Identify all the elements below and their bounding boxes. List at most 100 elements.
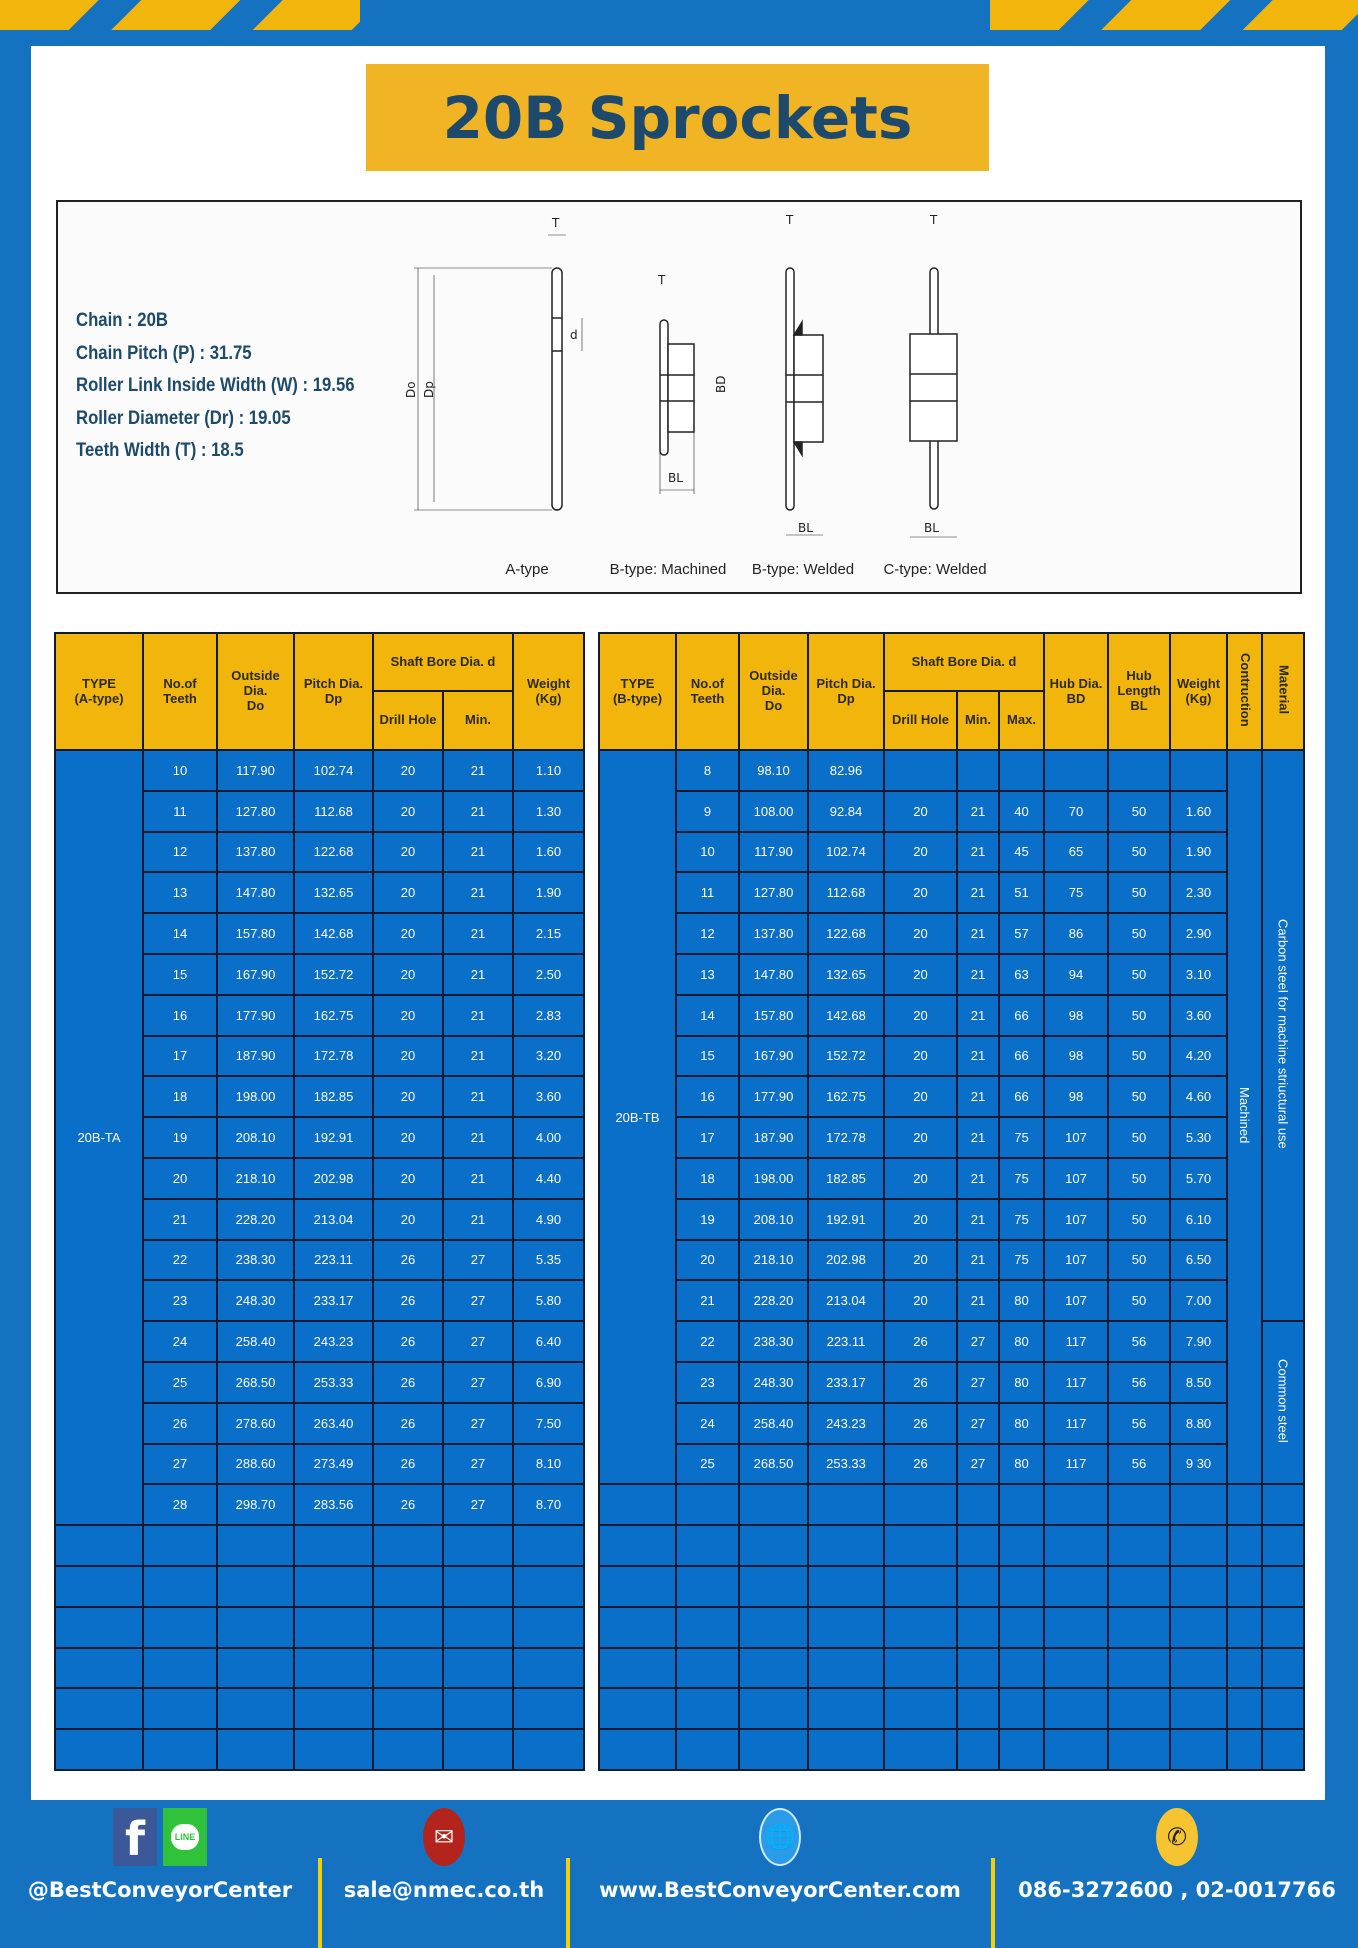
empty-cell: [807, 1646, 885, 1690]
header-pitch-dia: Pitch Dia. Dp: [807, 632, 885, 751]
outside-dia-cell: 177.90: [738, 1075, 809, 1119]
empty-cell: [142, 1646, 218, 1690]
table-row: 23 248.30 233.17 26 27 5.80: [55, 1279, 585, 1323]
hub-dia-cell: 98: [1043, 993, 1110, 1037]
empty-cell: [883, 1605, 958, 1649]
drill-hole-cell: 26: [883, 1442, 958, 1486]
empty-cell: [216, 1524, 295, 1567]
facebook-icon[interactable]: f: [113, 1808, 157, 1866]
empty-row: [54, 1524, 585, 1567]
pitch-dia-cell: 263.40: [293, 1401, 374, 1445]
max-bore-cell: 63: [997, 952, 1046, 996]
max-bore-cell: 66: [997, 993, 1046, 1037]
pitch-dia-cell: 132.65: [293, 871, 374, 915]
weight-cell: 6.10: [1169, 1197, 1229, 1241]
weight-cell: 5.30: [1169, 1116, 1229, 1159]
pitch-dia-cell: 162.75: [807, 1075, 885, 1119]
social-handle[interactable]: @BestConveyorCenter: [27, 1878, 293, 1902]
footer-divider: [566, 1858, 570, 1948]
dim-t: T: [551, 216, 560, 230]
email-contact[interactable]: ✉ sale@nmec.co.th: [330, 1806, 558, 1902]
header-min: Min.: [442, 690, 514, 751]
weight-cell: 2.15: [512, 912, 585, 955]
title-banner: 20B Sprockets: [366, 64, 989, 171]
empty-cell: [372, 1646, 444, 1690]
min-bore-cell: 21: [956, 1238, 1000, 1282]
drill-hole-cell: 20: [883, 1279, 958, 1323]
empty-cell: [293, 1524, 374, 1567]
max-bore-cell: 66: [997, 1034, 1046, 1078]
weight-cell: 5.70: [1169, 1156, 1229, 1200]
min-bore-cell: 21: [956, 1034, 1000, 1078]
empty-row: [54, 1646, 585, 1690]
empty-cell: [675, 1605, 740, 1649]
empty-cell: [372, 1728, 444, 1771]
empty-cell: [1107, 1564, 1172, 1608]
hub-dia-cell: 107: [1043, 1156, 1110, 1200]
max-bore-cell: 66: [997, 1075, 1046, 1119]
outside-dia-cell: 218.10: [216, 1156, 295, 1200]
b-welded-label: B-type: Welded: [752, 561, 854, 578]
empty-cell: [216, 1687, 295, 1731]
teeth-cell: 21: [675, 1279, 740, 1323]
hub-dia-cell: 98: [1043, 1075, 1110, 1119]
pitch-dia-cell: 92.84: [807, 789, 885, 833]
c-welded-label: C-type: Welded: [883, 561, 986, 578]
web-contact[interactable]: 🌐 www.BestConveyorCenter.com: [578, 1806, 982, 1902]
max-bore-cell: 40: [997, 789, 1046, 833]
social-contact[interactable]: f LINE @BestConveyorCenter: [20, 1806, 300, 1902]
b-machined-label: B-type: Machined: [610, 561, 727, 578]
outside-dia-cell: 228.20: [738, 1279, 809, 1323]
pitch-dia-cell: 182.85: [293, 1075, 374, 1119]
pitch-dia-cell: 192.91: [293, 1116, 374, 1159]
pitch-dia-cell: 172.78: [293, 1034, 374, 1078]
min-bore-cell: 27: [442, 1442, 514, 1486]
hub-dia-cell: 117: [1043, 1360, 1110, 1404]
outside-dia-cell: 157.80: [738, 993, 809, 1037]
hub-length-cell: 50: [1107, 952, 1172, 996]
pitch-dia-cell: 243.23: [293, 1320, 374, 1363]
decor-stripes-left: [0, 0, 360, 30]
min-bore-cell: 21: [442, 1075, 514, 1119]
teeth-cell: 9: [675, 789, 740, 833]
email-link[interactable]: sale@nmec.co.th: [343, 1878, 545, 1902]
empty-cell: [293, 1564, 374, 1608]
outside-dia-cell: 147.80: [216, 871, 295, 915]
outside-dia-cell: 258.40: [738, 1401, 809, 1445]
phone-contact[interactable]: ✆ 086-3272600 , 02-0017766: [1003, 1806, 1351, 1902]
a-type-table: TYPE (A-type) No.of Teeth Outside Dia. Do Pi…: [54, 632, 585, 1771]
decor-stripes-right: [990, 0, 1358, 30]
empty-cell: [512, 1524, 585, 1567]
table-row: 25 268.50 253.33 26 27 6.90: [55, 1360, 585, 1404]
weight-cell: 1.60: [512, 830, 585, 874]
empty-cell: [883, 1728, 958, 1771]
a-type-label: A-type: [505, 561, 548, 578]
empty-cell: [598, 1483, 677, 1527]
table-row: 11 127.80 112.68 20 21 1.30: [55, 789, 585, 833]
empty-cell: [675, 1483, 740, 1527]
teeth-cell: 25: [142, 1360, 218, 1404]
min-bore-cell: 21: [442, 1197, 514, 1241]
empty-cell: [1107, 1483, 1172, 1527]
empty-cell: [883, 1687, 958, 1731]
empty-cell: [807, 1728, 885, 1771]
empty-cell: [1169, 1687, 1229, 1731]
table-row: 13 147.80 132.65 20 21 1.90: [55, 871, 585, 915]
outside-dia-cell: 187.90: [216, 1034, 295, 1078]
footer-divider: [991, 1858, 995, 1948]
weight-cell: 2.50: [512, 952, 585, 996]
line-icon[interactable]: LINE: [163, 1808, 207, 1866]
dim-bl: BL: [668, 471, 683, 485]
min-bore-cell: 27: [442, 1238, 514, 1282]
globe-icon: 🌐: [759, 1808, 801, 1866]
dim-dp: Dp: [422, 381, 436, 398]
pitch-dia-cell: 182.85: [807, 1156, 885, 1200]
hub-dia-cell: 107: [1043, 1116, 1110, 1159]
empty-cell: [956, 1524, 1000, 1567]
phone-numbers[interactable]: 086-3272600 , 02-0017766: [1018, 1878, 1336, 1902]
empty-cell: [1261, 1483, 1306, 1527]
website-link[interactable]: www.BestConveyorCenter.com: [599, 1878, 961, 1902]
hub-dia-cell: 107: [1043, 1197, 1110, 1241]
empty-cell: [216, 1728, 295, 1771]
empty-cell: [598, 1687, 677, 1731]
